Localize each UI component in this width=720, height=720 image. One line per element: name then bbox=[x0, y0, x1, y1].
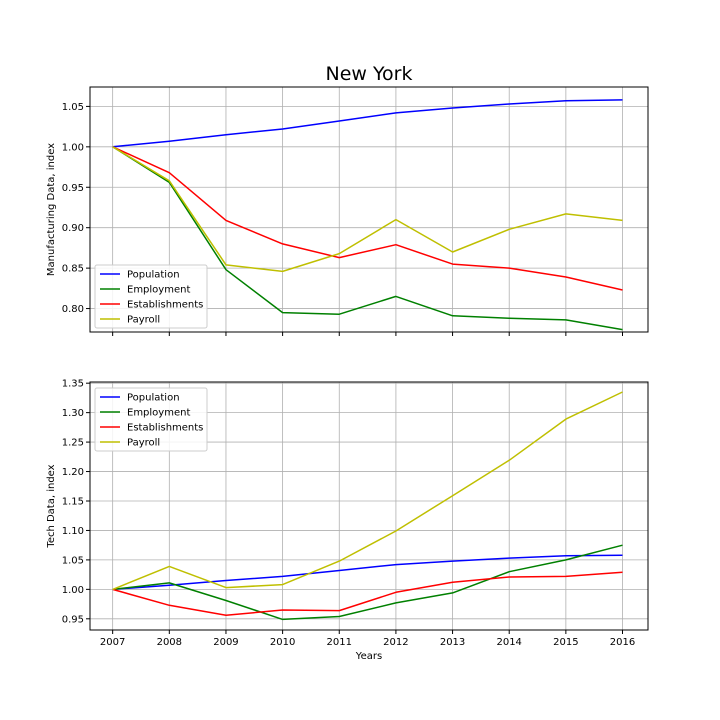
legend: Population Employment Establishments Payrol… bbox=[94, 387, 208, 452]
series-line-establishments bbox=[112, 571, 623, 617]
plot-frame bbox=[89, 381, 649, 631]
x-tick-label: 2013 bbox=[440, 637, 465, 648]
y-tick-label: 1.25 bbox=[62, 438, 84, 449]
series-line-employment bbox=[112, 146, 623, 331]
y-tick-label: 1.10 bbox=[62, 526, 84, 537]
tech-panel: 0.95 1.00 1.05 1.10 1.15 1.20 1.25 1.30 1.35 2007… bbox=[46, 379, 649, 662]
y-tick-label: 1.05 bbox=[62, 102, 84, 113]
x-tick-label: 2011 bbox=[327, 637, 352, 648]
x-tick-label: 2009 bbox=[213, 637, 238, 648]
legend-label: Population bbox=[127, 393, 180, 404]
series-line-payroll bbox=[112, 391, 623, 591]
y-tick-label: 1.20 bbox=[62, 467, 84, 478]
y-axis-label: Manufacturing Data, index bbox=[46, 143, 57, 276]
legend-label: Establishments bbox=[127, 300, 203, 311]
series-line-population bbox=[112, 554, 623, 591]
legend-label: Payroll bbox=[127, 315, 160, 326]
legend-box bbox=[94, 264, 208, 329]
manufacturing-panel: 0.80 0.85 0.90 0.95 1.00 1.05 Manufacturing Da… bbox=[46, 86, 649, 336]
y-tick-label: 0.90 bbox=[62, 223, 84, 234]
legend-label: Payroll bbox=[127, 438, 160, 449]
x-tick-label: 2012 bbox=[383, 637, 408, 648]
y-tick-label: 1.05 bbox=[62, 555, 84, 566]
y-tick-label: 1.15 bbox=[62, 496, 84, 507]
series-line-payroll bbox=[112, 146, 623, 273]
plot-frame bbox=[89, 86, 649, 333]
x-tick-label: 2008 bbox=[157, 637, 182, 648]
y-tick-label: 0.85 bbox=[62, 264, 84, 275]
y-axis-label: Tech Data, index bbox=[46, 464, 57, 548]
y-tick-label: 1.30 bbox=[62, 408, 84, 419]
legend-label: Employment bbox=[127, 285, 190, 296]
x-tick-label: 2014 bbox=[496, 637, 521, 648]
legend: Population Employment Establishments Payrol… bbox=[94, 264, 208, 329]
x-tick-label: 2015 bbox=[553, 637, 578, 648]
y-tick-label: 0.95 bbox=[62, 183, 84, 194]
legend-label: Population bbox=[127, 270, 180, 281]
x-tick-label: 2007 bbox=[100, 637, 125, 648]
chart-title: New York bbox=[325, 63, 412, 85]
series-line-employment bbox=[112, 544, 623, 621]
y-tick-label: 1.00 bbox=[62, 142, 84, 153]
series-line-establishments bbox=[112, 146, 623, 291]
y-tick-label: 1.00 bbox=[62, 585, 84, 596]
x-tick-label: 2016 bbox=[610, 637, 635, 648]
y-tick-label: 1.35 bbox=[62, 379, 84, 390]
legend-label: Establishments bbox=[127, 423, 203, 434]
y-tick-label: 0.95 bbox=[62, 614, 84, 625]
x-axis-label: Years bbox=[355, 651, 382, 662]
y-tick-label: 0.80 bbox=[62, 304, 84, 315]
x-tick-label: 2010 bbox=[270, 637, 295, 648]
legend-label: Employment bbox=[127, 408, 190, 419]
legend-box bbox=[94, 387, 208, 452]
series-line-population bbox=[112, 99, 623, 148]
